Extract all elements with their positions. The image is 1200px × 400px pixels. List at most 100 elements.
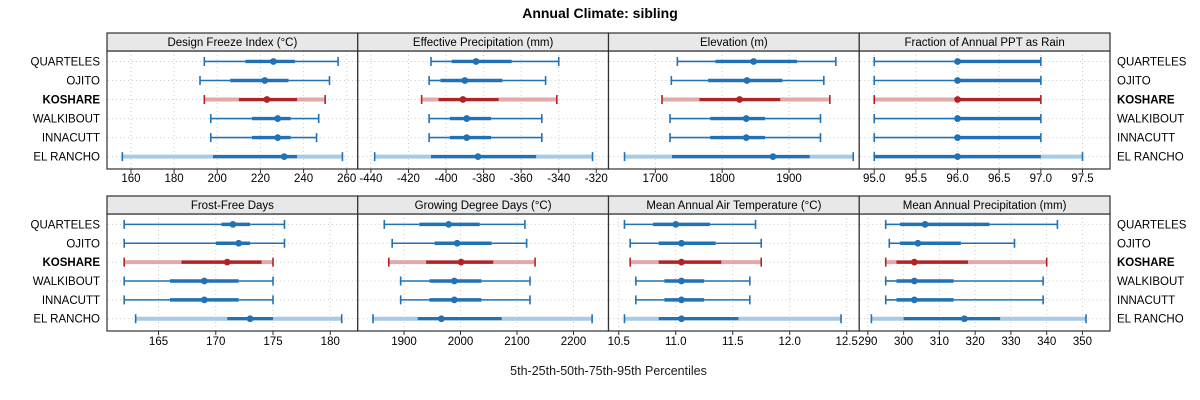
- site-label-left-el-rancho-row0: EL RANCHO: [33, 152, 100, 164]
- panel-bg-elevation: [608, 51, 860, 169]
- site-label-right-walkibout-row1: WALKIBOUT: [1117, 276, 1184, 288]
- axis-tick-label-mean-annual-air-temperature: 11.5: [722, 336, 744, 348]
- axis-tick-label-mean-annual-precipitation: 340: [1037, 336, 1056, 348]
- median-dot-el-rancho: [961, 315, 968, 323]
- axis-tick-label-design-freeze-index: 160: [121, 173, 140, 185]
- axis-tick-label-effective-precipitation: -440: [359, 173, 382, 185]
- median-dot-ojito: [461, 77, 469, 84]
- median-dot-innacutt: [954, 134, 961, 141]
- site-label-left-walkibout-row0: WALKIBOUT: [33, 114, 100, 126]
- median-dot-koshare: [457, 258, 465, 266]
- axis-tick-label-design-freeze-index: 220: [251, 173, 270, 185]
- site-label-right-quarteles-row0: QUARTELES: [1117, 56, 1187, 68]
- panel-bg-effective-precipitation: [357, 51, 609, 169]
- site-label-left-ojito-row1: OJITO: [66, 238, 100, 250]
- median-dot-innacutt: [678, 296, 685, 304]
- median-dot-ojito: [954, 77, 961, 84]
- axis-tick-label-mean-annual-precipitation: 330: [1001, 336, 1020, 348]
- strip-label-effective-precipitation: Effective Precipitation (mm): [413, 37, 554, 49]
- median-dot-walkibout: [274, 115, 282, 122]
- strip-mean-annual-precipitation: [858, 195, 1111, 215]
- axis-tick-label-elevation: 1900: [776, 173, 802, 185]
- median-dot-quarteles: [269, 58, 277, 65]
- median-dot-walkibout: [678, 277, 685, 285]
- site-label-left-quarteles-row0: QUARTELES: [31, 56, 101, 68]
- median-dot-koshare: [678, 258, 685, 266]
- axis-tick-label-fraction-annual-ppt-rain: 97.0: [1030, 173, 1052, 185]
- axis-tick-label-mean-annual-air-temperature: 12.0: [779, 336, 801, 348]
- median-dot-walkibout: [910, 277, 918, 285]
- site-label-left-innacutt-row0: INNACUTT: [42, 133, 100, 145]
- median-dot-quarteles: [229, 220, 237, 228]
- axis-tick-label-effective-precipitation: -420: [397, 173, 420, 185]
- axis-tick-label-effective-precipitation: -400: [435, 173, 458, 185]
- median-dot-quarteles: [750, 58, 758, 65]
- axis-tick-label-design-freeze-index: 180: [165, 173, 184, 185]
- site-label-right-innacutt-row0: INNACUTT: [1117, 133, 1175, 145]
- axis-tick-label-fraction-annual-ppt-rain: 95.0: [863, 173, 885, 185]
- axis-tick-label-design-freeze-index: 240: [294, 173, 313, 185]
- site-label-left-ojito-row0: OJITO: [66, 76, 100, 88]
- site-label-left-walkibout-row1: WALKIBOUT: [33, 276, 100, 288]
- site-label-right-ojito-row0: OJITO: [1117, 76, 1151, 88]
- median-dot-innacutt: [274, 134, 282, 141]
- axis-tick-label-growing-degree-days: 2100: [504, 336, 530, 348]
- figure-title: Annual Climate: sibling: [522, 5, 678, 21]
- median-dot-quarteles: [921, 220, 929, 228]
- panel-bg-frost-free-days: [107, 214, 358, 331]
- percentiles-caption: 5th-25th-50th-75th-95th Percentiles: [510, 364, 707, 378]
- site-label-left-koshare-row0: KOSHARE: [42, 95, 100, 107]
- median-dot-ojito: [678, 239, 685, 247]
- axis-tick-label-frost-free-days: 170: [206, 336, 225, 348]
- median-dot-koshare: [910, 258, 918, 266]
- median-dot-walkibout: [450, 277, 458, 285]
- median-dot-el-rancho: [769, 153, 777, 161]
- median-dot-walkibout: [463, 115, 471, 122]
- panel-bg-growing-degree-days: [357, 214, 609, 331]
- site-label-right-quarteles-row1: QUARTELES: [1117, 219, 1187, 231]
- site-label-left-innacutt-row1: INNACUTT: [42, 295, 100, 307]
- axis-tick-label-frost-free-days: 165: [149, 336, 168, 348]
- axis-tick-label-design-freeze-index: 260: [337, 173, 356, 185]
- median-dot-ojito: [235, 239, 243, 247]
- axis-tick-label-mean-annual-air-temperature: 10.5: [608, 336, 630, 348]
- median-dot-el-rancho: [280, 153, 288, 161]
- axis-tick-label-effective-precipitation: -360: [510, 173, 533, 185]
- site-label-right-ojito-row1: OJITO: [1117, 238, 1151, 250]
- strip-label-elevation: Elevation (m): [700, 37, 768, 49]
- axis-tick-label-fraction-annual-ppt-rain: 96.5: [988, 173, 1010, 185]
- median-dot-koshare: [459, 96, 467, 103]
- axis-tick-label-fraction-annual-ppt-rain: 96.0: [946, 173, 968, 185]
- site-label-right-walkibout-row0: WALKIBOUT: [1117, 114, 1184, 126]
- strip-label-mean-annual-air-temperature: Mean Annual Air Temperature (°C): [646, 200, 821, 212]
- median-dot-innacutt: [450, 296, 458, 304]
- axis-tick-label-mean-annual-air-temperature: 11.0: [665, 336, 687, 348]
- strip-label-frost-free-days: Frost-Free Days: [191, 200, 274, 212]
- strip-label-design-freeze-index: Design Freeze Index (°C): [167, 37, 297, 49]
- axis-tick-label-effective-precipitation: -380: [472, 173, 495, 185]
- axis-tick-label-frost-free-days: 180: [321, 336, 340, 348]
- median-dot-innacutt: [910, 296, 918, 304]
- median-dot-el-rancho: [246, 315, 254, 323]
- axis-tick-label-frost-free-days: 175: [263, 336, 282, 348]
- median-dot-koshare: [954, 96, 961, 103]
- axis-tick-label-mean-annual-precipitation: 300: [894, 336, 913, 348]
- site-label-right-innacutt-row1: INNACUTT: [1117, 295, 1175, 307]
- axis-tick-label-growing-degree-days: 2200: [561, 336, 587, 348]
- strip-label-fraction-annual-ppt-rain: Fraction of Annual PPT as Rain: [905, 37, 1065, 49]
- site-label-left-el-rancho-row1: EL RANCHO: [33, 314, 100, 326]
- site-label-right-el-rancho-row0: EL RANCHO: [1117, 152, 1184, 164]
- panel-bg-mean-annual-precipitation: [859, 214, 1110, 331]
- axis-tick-label-effective-precipitation: -320: [585, 173, 608, 185]
- median-dot-ojito: [453, 239, 461, 247]
- median-dot-quarteles: [672, 220, 680, 228]
- median-dot-innacutt: [200, 296, 208, 304]
- median-dot-quarteles: [472, 58, 480, 65]
- median-dot-ojito: [261, 77, 269, 84]
- site-label-left-quarteles-row1: QUARTELES: [31, 219, 101, 231]
- median-dot-el-rancho: [678, 315, 685, 323]
- site-label-left-koshare-row1: KOSHARE: [42, 257, 100, 269]
- panel-bg-mean-annual-air-temperature: [608, 214, 860, 331]
- median-dot-ojito: [743, 77, 751, 84]
